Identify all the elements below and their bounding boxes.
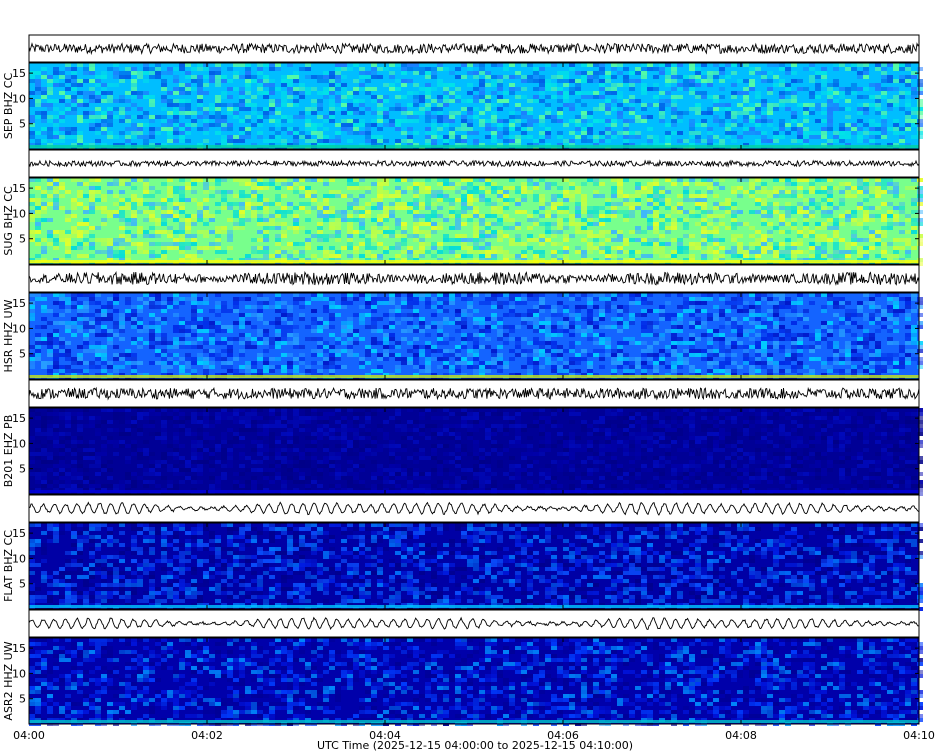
x-tick-label: 04:04	[369, 729, 401, 742]
x-tick-label: 04:08	[725, 729, 757, 742]
trace-line	[28, 159, 920, 168]
spectrogram: 5 10 15	[12, 522, 923, 611]
x-axis-label: UTC Time (2025-12-15 04:00:00 to 2025-12…	[317, 739, 633, 752]
channel-label: SEP BHZ CC	[2, 73, 15, 140]
x-tick-label: 04:00	[13, 729, 45, 742]
y-tick-label: 15	[12, 67, 26, 80]
y-tick-label: 15	[12, 527, 26, 540]
trace-line	[28, 501, 920, 516]
channel-label: ASR2 HHZ UW	[2, 641, 15, 720]
spectrogram: 5 10 15	[12, 62, 923, 151]
y-tick-label: 15	[12, 412, 26, 425]
trace-line	[28, 42, 920, 56]
y-tick-label: 10	[12, 437, 26, 450]
y-tick-label: 10	[12, 92, 26, 105]
channel-label: B201 EHZ PB	[2, 415, 15, 487]
y-tick-label: 5	[19, 118, 26, 131]
y-tick-label: 15	[12, 182, 26, 195]
y-tick-label: 15	[12, 642, 26, 655]
waveform-trace	[28, 34, 920, 63]
waveform-trace	[28, 379, 920, 408]
channel-label: SUG BHZ CC	[2, 186, 15, 256]
trace-line	[28, 386, 920, 401]
y-tick-label: 5	[19, 463, 26, 476]
x-tick-label: 04:06	[547, 729, 579, 742]
y-tick-label: 10	[12, 207, 26, 220]
trace-line	[28, 270, 920, 286]
channel-label: FLAT BHZ CC	[2, 530, 15, 602]
y-tick-label: 10	[12, 322, 26, 335]
waveform-trace	[28, 264, 920, 293]
y-tick-label: 5	[19, 233, 26, 246]
spectrogram: 5 10 15	[12, 407, 923, 496]
y-tick-label: 5	[19, 693, 26, 706]
trace-line	[28, 616, 920, 630]
spectrogram: 5 10 15	[12, 177, 923, 266]
spectrogram: 5 10 15	[12, 292, 923, 381]
channel-label: HSR HHZ UW	[2, 299, 15, 372]
waveform-trace	[28, 149, 920, 178]
y-tick-label: 5	[19, 348, 26, 361]
waveform-trace	[28, 494, 920, 523]
waveform-trace	[28, 609, 920, 638]
y-tick-label: 10	[12, 552, 26, 565]
x-tick-label: 04:02	[191, 729, 223, 742]
y-tick-label: 15	[12, 297, 26, 310]
y-tick-label: 5	[19, 578, 26, 591]
x-axis: 04:00 04:02 04:04 04:06 04:08 04:10	[13, 729, 935, 742]
x-tick-label: 04:10	[903, 729, 935, 742]
y-tick-label: 10	[12, 667, 26, 680]
spectrogram: 5 10 15	[12, 637, 923, 726]
